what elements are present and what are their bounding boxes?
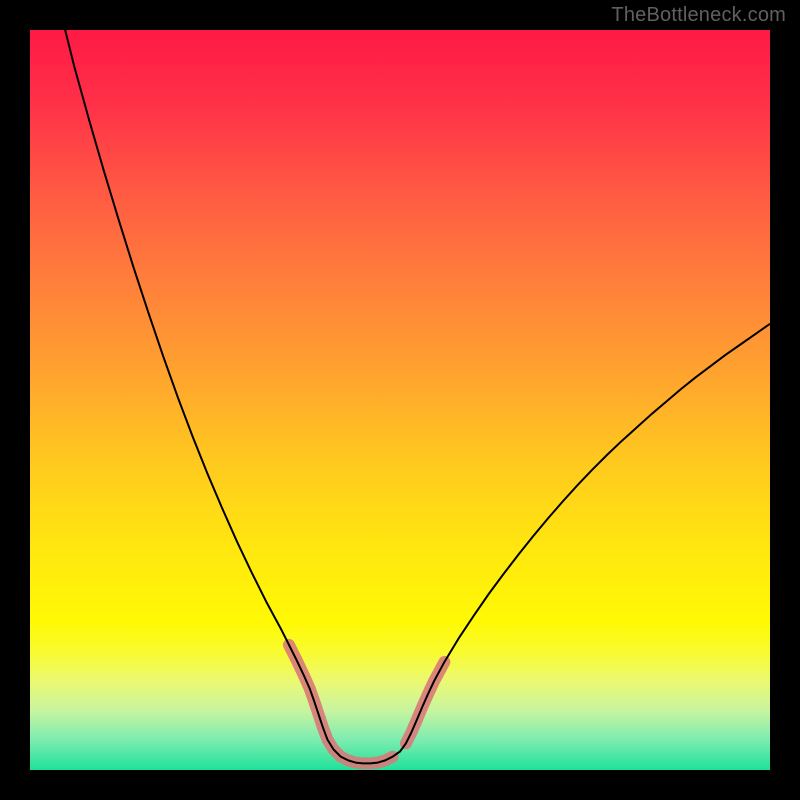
chart-frame: TheBottleneck.com xyxy=(0,0,800,800)
plot-area xyxy=(30,30,770,770)
gradient-background xyxy=(30,30,770,770)
chart-svg xyxy=(30,30,770,770)
attribution-text: TheBottleneck.com xyxy=(611,4,786,27)
